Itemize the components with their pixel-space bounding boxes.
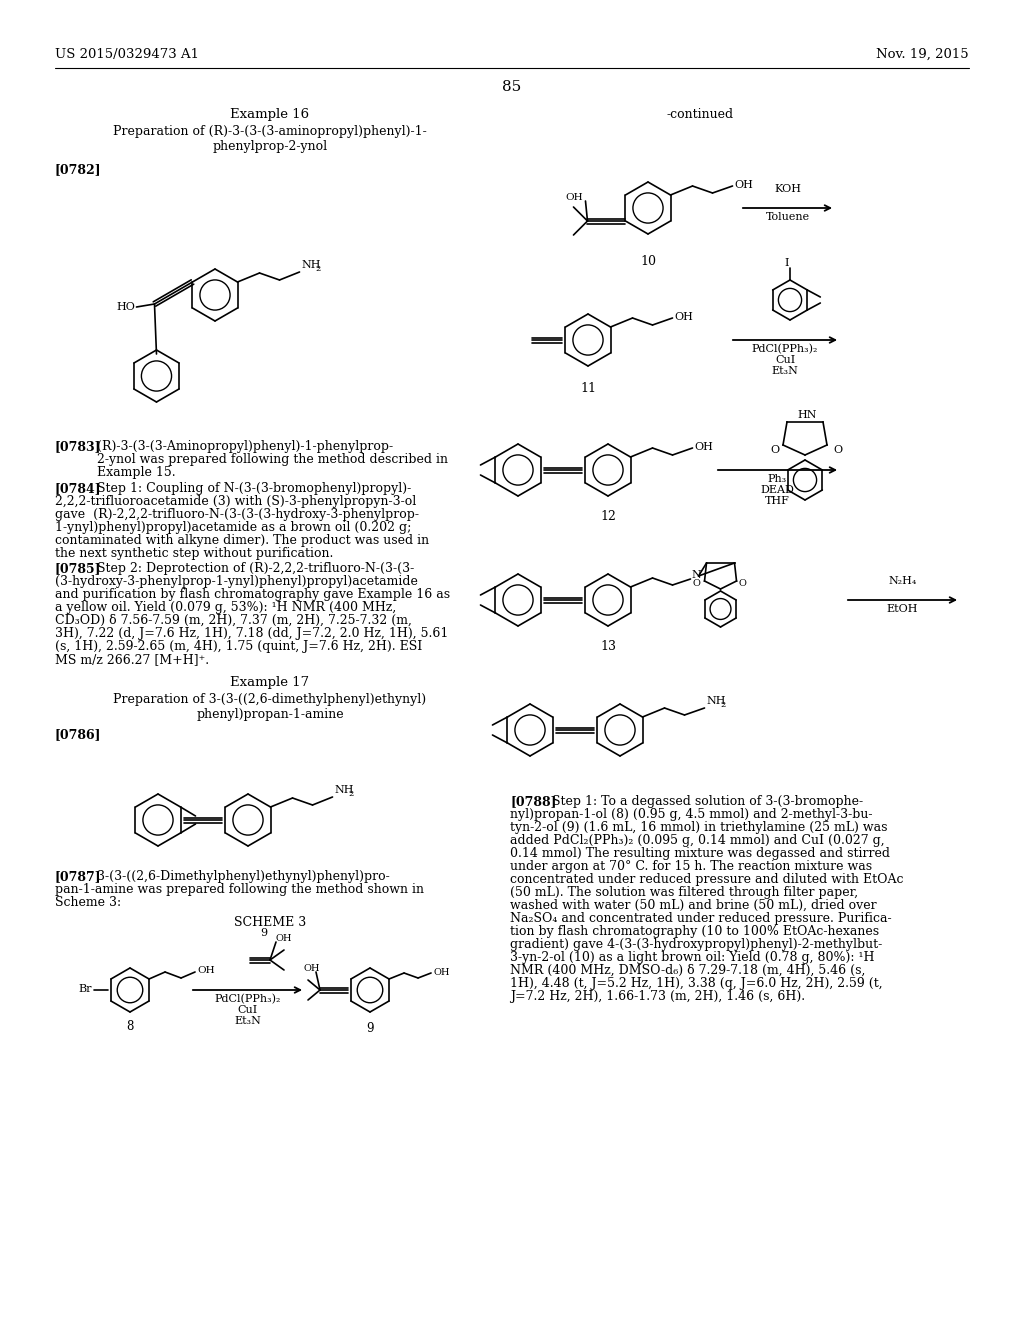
Text: (R)-3-(3-(3-Aminopropyl)phenyl)-1-phenylprop-: (R)-3-(3-(3-Aminopropyl)phenyl)-1-phenyl… [97,440,393,453]
Text: Toluene: Toluene [765,213,810,222]
Text: (s, 1H), 2.59-2.65 (m, 4H), 1.75 (quint, J=7.6 Hz, 2H). ESI: (s, 1H), 2.59-2.65 (m, 4H), 1.75 (quint,… [55,640,422,653]
Text: I: I [784,257,790,268]
Text: [0785]: [0785] [55,562,101,576]
Text: 13: 13 [600,640,616,653]
Text: PdCl(PPh₃)₂: PdCl(PPh₃)₂ [214,994,281,1005]
Text: Step 1: To a degassed solution of 3-(3-bromophe-: Step 1: To a degassed solution of 3-(3-b… [552,795,863,808]
Text: NH: NH [707,696,726,706]
Text: HN: HN [797,411,816,420]
Text: OH: OH [433,968,450,977]
Text: 2,2,2-trifluoroacetamide (3) with (S)-3-phenylpropyn-3-ol: 2,2,2-trifluoroacetamide (3) with (S)-3-… [55,495,416,508]
Text: NH: NH [301,260,321,271]
Text: NH: NH [335,785,354,795]
Text: Example 16: Example 16 [230,108,309,121]
Text: [0784]: [0784] [55,482,101,495]
Text: -continued: -continued [667,108,733,121]
Text: Nov. 19, 2015: Nov. 19, 2015 [877,48,969,61]
Text: CD₃OD) δ 7.56-7.59 (m, 2H), 7.37 (m, 2H), 7.25-7.32 (m,: CD₃OD) δ 7.56-7.59 (m, 2H), 7.37 (m, 2H)… [55,614,412,627]
Text: (3-hydroxy-3-phenylprop-1-ynyl)phenyl)propyl)acetamide: (3-hydroxy-3-phenylprop-1-ynyl)phenyl)pr… [55,576,418,587]
Text: 3H), 7.22 (d, J=7.6 Hz, 1H), 7.18 (dd, J=7.2, 2.0 Hz, 1H), 5.61: 3H), 7.22 (d, J=7.6 Hz, 1H), 7.18 (dd, J… [55,627,449,640]
Text: Preparation of (R)-3-(3-(3-aminopropyl)phenyl)-1-: Preparation of (R)-3-(3-(3-aminopropyl)p… [113,125,427,139]
Text: Et₃N: Et₃N [234,1016,261,1026]
Text: CuI: CuI [775,355,795,366]
Text: tyn-2-ol (9) (1.6 mL, 16 mmol) in triethylamine (25 mL) was: tyn-2-ol (9) (1.6 mL, 16 mmol) in trieth… [510,821,888,834]
Text: pan-1-amine was prepared following the method shown in: pan-1-amine was prepared following the m… [55,883,424,896]
Text: CuI: CuI [238,1005,258,1015]
Text: 11: 11 [580,381,596,395]
Text: 3-(3-((2,6-Dimethylphenyl)ethynyl)phenyl)pro-: 3-(3-((2,6-Dimethylphenyl)ethynyl)phenyl… [97,870,390,883]
Text: KOH: KOH [774,183,801,194]
Text: Ph₃: Ph₃ [768,474,787,484]
Text: tion by flash chromatography (10 to 100% EtOAc-hexanes: tion by flash chromatography (10 to 100%… [510,925,880,939]
Text: Example 15.: Example 15. [97,466,176,479]
Text: MS m/z 266.27 [M+H]⁺.: MS m/z 266.27 [M+H]⁺. [55,653,209,667]
Text: OH: OH [734,180,754,190]
Text: 1H), 4.48 (t, J=5.2 Hz, 1H), 3.38 (q, J=6.0 Hz, 2H), 2.59 (t,: 1H), 4.48 (t, J=5.2 Hz, 1H), 3.38 (q, J=… [510,977,883,990]
Text: Step 2: Deprotection of (R)-2,2,2-trifluoro-N-(3-(3-: Step 2: Deprotection of (R)-2,2,2-triflu… [97,562,415,576]
Text: Preparation of 3-(3-((2,6-dimethylphenyl)ethynyl): Preparation of 3-(3-((2,6-dimethylphenyl… [114,693,427,706]
Text: J=7.2 Hz, 2H), 1.66-1.73 (m, 2H), 1.46 (s, 6H).: J=7.2 Hz, 2H), 1.66-1.73 (m, 2H), 1.46 (… [510,990,805,1003]
Text: Example 17: Example 17 [230,676,309,689]
Text: N₂H₄: N₂H₄ [888,576,916,586]
Text: 0.14 mmol) The resulting mixture was degassed and stirred: 0.14 mmol) The resulting mixture was deg… [510,847,890,861]
Text: O: O [833,445,842,455]
Text: [0786]: [0786] [55,729,101,741]
Text: Step 1: Coupling of N-(3-(3-bromophenyl)propyl)-: Step 1: Coupling of N-(3-(3-bromophenyl)… [97,482,412,495]
Text: [0788]: [0788] [510,795,556,808]
Text: SCHEME 3: SCHEME 3 [233,916,306,929]
Text: PdCl(PPh₃)₂: PdCl(PPh₃)₂ [752,345,818,354]
Text: OH: OH [304,964,321,973]
Text: NMR (400 MHz, DMSO-d₆) δ 7.29-7.18 (m, 4H), 5.46 (s,: NMR (400 MHz, DMSO-d₆) δ 7.29-7.18 (m, 4… [510,964,865,977]
Text: 9: 9 [367,1022,374,1035]
Text: 2: 2 [348,789,353,799]
Text: OH: OH [675,312,693,322]
Text: US 2015/0329473 A1: US 2015/0329473 A1 [55,48,199,61]
Text: O: O [738,579,746,587]
Text: nyl)propan-1-ol (8) (0.95 g, 4.5 mmol) and 2-methyl-3-bu-: nyl)propan-1-ol (8) (0.95 g, 4.5 mmol) a… [510,808,872,821]
Text: Et₃N: Et₃N [771,366,799,376]
Text: 2-ynol was prepared following the method described in: 2-ynol was prepared following the method… [97,453,449,466]
Text: 2: 2 [721,701,726,709]
Text: 12: 12 [600,510,616,523]
Text: Br: Br [78,983,91,994]
Text: 1-ynyl)phenyl)propyl)acetamide as a brown oil (0.202 g;: 1-ynyl)phenyl)propyl)acetamide as a brow… [55,521,412,535]
Text: gave  (R)-2,2,2-trifluoro-N-(3-(3-(3-hydroxy-3-phenylprop-: gave (R)-2,2,2-trifluoro-N-(3-(3-(3-hydr… [55,508,419,521]
Text: [0787]: [0787] [55,870,101,883]
Text: OH: OH [197,966,215,975]
Text: the next synthetic step without purification.: the next synthetic step without purifica… [55,546,334,560]
Text: 9: 9 [260,928,267,939]
Text: DEAD: DEAD [761,484,795,495]
Text: 85: 85 [503,81,521,94]
Text: phenylprop-2-ynol: phenylprop-2-ynol [212,140,328,153]
Text: 2: 2 [315,265,321,273]
Text: THF: THF [765,496,790,506]
Text: [0783]: [0783] [55,440,101,453]
Text: concentrated under reduced pressure and diluted with EtOAc: concentrated under reduced pressure and … [510,873,903,886]
Text: OH: OH [694,442,714,451]
Text: N: N [691,570,701,579]
Text: [0782]: [0782] [55,162,101,176]
Text: contaminated with alkyne dimer). The product was used in: contaminated with alkyne dimer). The pro… [55,535,429,546]
Text: OH: OH [565,193,583,202]
Text: added PdCl₂(PPh₃)₂ (0.095 g, 0.14 mmol) and CuI (0.027 g,: added PdCl₂(PPh₃)₂ (0.095 g, 0.14 mmol) … [510,834,885,847]
Text: O: O [770,445,779,455]
Text: 8: 8 [126,1020,134,1034]
Text: phenyl)propan-1-amine: phenyl)propan-1-amine [197,708,344,721]
Text: washed with water (50 mL) and brine (50 mL), dried over: washed with water (50 mL) and brine (50 … [510,899,877,912]
Text: EtOH: EtOH [887,605,919,614]
Text: under argon at 70° C. for 15 h. The reaction mixture was: under argon at 70° C. for 15 h. The reac… [510,861,872,873]
Text: HO: HO [117,302,135,312]
Text: OH: OH [276,935,293,942]
Text: (50 mL). The solution was filtered through filter paper,: (50 mL). The solution was filtered throu… [510,886,858,899]
Text: gradient) gave 4-(3-(3-hydroxypropyl)phenyl)-2-methylbut-: gradient) gave 4-(3-(3-hydroxypropyl)phe… [510,939,883,950]
Text: 3-yn-2-ol (10) as a light brown oil: Yield (0.78 g, 80%): ¹H: 3-yn-2-ol (10) as a light brown oil: Yie… [510,950,874,964]
Text: a yellow oil. Yield (0.079 g, 53%): ¹H NMR (400 MHz,: a yellow oil. Yield (0.079 g, 53%): ¹H N… [55,601,396,614]
Text: Scheme 3:: Scheme 3: [55,896,121,909]
Text: and purification by flash chromatography gave Example 16 as: and purification by flash chromatography… [55,587,451,601]
Text: Na₂SO₄ and concentrated under reduced pressure. Purifica-: Na₂SO₄ and concentrated under reduced pr… [510,912,892,925]
Text: 10: 10 [640,255,656,268]
Text: O: O [692,579,700,587]
